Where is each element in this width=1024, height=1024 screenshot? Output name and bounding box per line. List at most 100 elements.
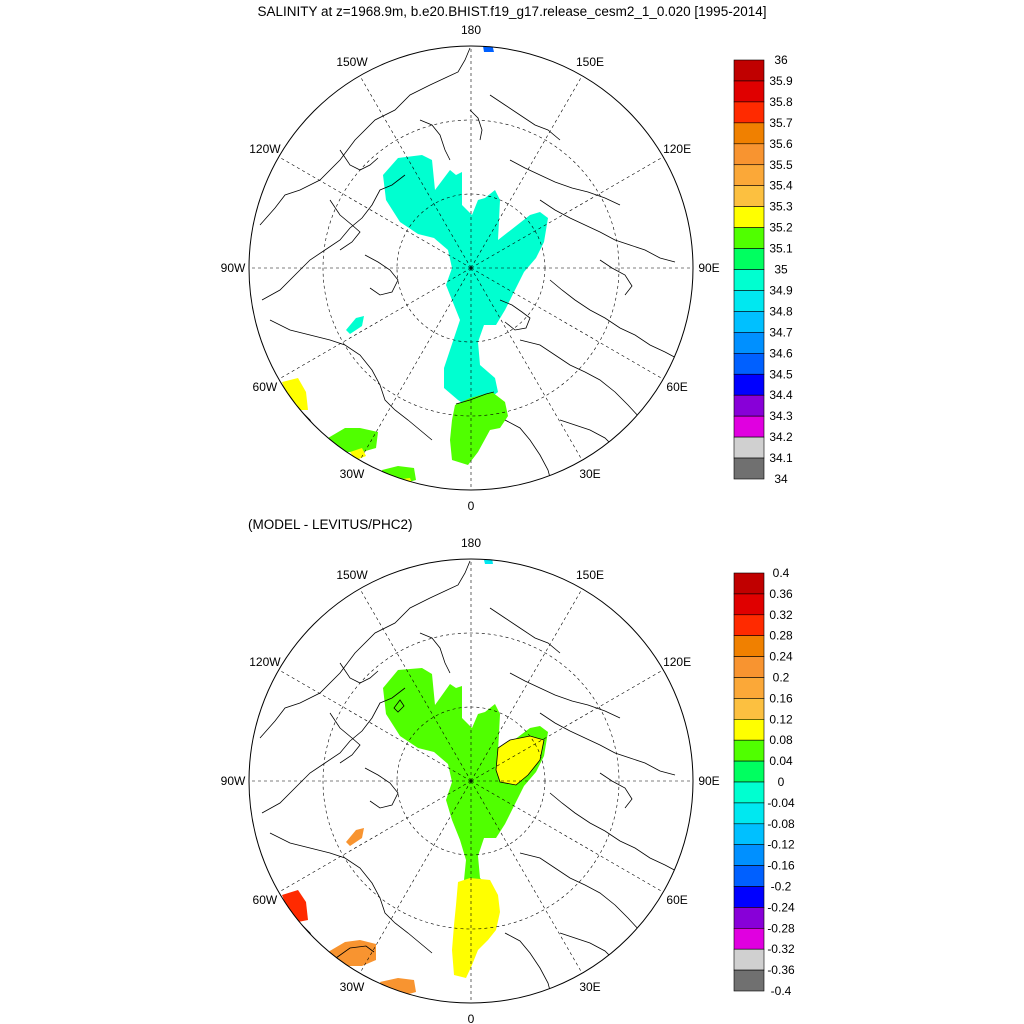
bot-colorbar-swatch bbox=[733, 844, 765, 866]
longitude-labels-top: 180 150E 120E 90E 60E 30E 0 30W 60W 90W 120W 150W bbox=[221, 23, 720, 513]
bot-colorbar-tick-label: 0.12 bbox=[769, 712, 793, 726]
top-colorbar-tick-label: 35.4 bbox=[769, 179, 793, 193]
bot-colorbar-swatch bbox=[733, 781, 765, 804]
bot-colorbar-swatch bbox=[733, 677, 765, 699]
top-colorbar-swatch bbox=[733, 352, 765, 375]
top-lon-label-0: 0 bbox=[468, 499, 475, 513]
bot-colorbar-tick-label: -0.16 bbox=[767, 859, 795, 873]
top-colorbar-swatch bbox=[733, 269, 765, 291]
bot-colorbar-tick-label: -0.32 bbox=[767, 942, 795, 956]
top-colorbar-tick-label: 34.1 bbox=[769, 451, 793, 465]
top-colorbar-swatch bbox=[733, 290, 765, 312]
top-colorbar-tick-label: 35.7 bbox=[769, 116, 793, 130]
bot-colorbar-swatch bbox=[733, 865, 765, 887]
longitude-labels-bottom: 180 150E 120E 90E 60E 30E 0 30W 60W 90W 120W 150W bbox=[221, 536, 720, 1024]
top-colorbar-tick-label: 35.5 bbox=[769, 158, 793, 172]
bot-lon-label-180: 180 bbox=[461, 536, 481, 550]
top-colorbar-tick-label: 34 bbox=[774, 472, 788, 486]
bot-lon-label-30e: 30E bbox=[579, 980, 600, 994]
bot-lon-label-150w: 150W bbox=[336, 568, 368, 582]
graticule-bottom bbox=[249, 559, 693, 1003]
top-colorbar-swatch bbox=[733, 122, 765, 145]
top-colorbar-tick-label: 34.7 bbox=[769, 325, 793, 339]
bot-colorbar-swatch bbox=[733, 823, 765, 845]
bot-colorbar-tick-label: -0.08 bbox=[767, 817, 795, 831]
bot-colorbar-tick-label: 0.24 bbox=[769, 650, 793, 664]
difference-panel-title: (MODEL - LEVITUS/PHC2) bbox=[248, 517, 413, 532]
arctic-basin-fill bbox=[383, 155, 548, 408]
top-colorbar-tick-label: 36 bbox=[774, 53, 788, 67]
norwegian-sea-diff-fill bbox=[452, 878, 500, 978]
top-colorbar-tick-label: 34.8 bbox=[769, 304, 793, 318]
difference-map bbox=[259, 559, 681, 1002]
top-colorbar-swatch bbox=[733, 227, 765, 249]
top-colorbar-tick-label: 35.3 bbox=[769, 200, 793, 214]
top-colorbar-swatch bbox=[733, 457, 765, 480]
top-colorbar-swatch bbox=[733, 415, 765, 438]
colorbar-salinity: 36 35.9 35.8 35.7 35.6 35.5 35.4 35.3 35.2 35.1 35… bbox=[733, 53, 793, 486]
bot-colorbar-tick-label: -0.2 bbox=[771, 880, 792, 894]
chart-title: SALINITY at z=1968.9m, b.e20.BHIST.f19_g… bbox=[257, 4, 767, 19]
bot-lon-label-120w: 120W bbox=[249, 655, 281, 669]
top-colorbar-swatch bbox=[733, 206, 765, 228]
top-colorbar-tick-label: 35.9 bbox=[769, 74, 793, 88]
top-lon-label-180: 180 bbox=[461, 23, 481, 37]
top-lon-label-120w: 120W bbox=[249, 142, 281, 156]
bot-lon-label-150e: 150E bbox=[576, 568, 604, 582]
top-colorbar-swatch bbox=[733, 373, 765, 396]
top-colorbar-swatch bbox=[733, 394, 765, 417]
bot-colorbar-tick-label: 0.04 bbox=[769, 754, 793, 768]
bot-colorbar-swatch bbox=[733, 907, 765, 929]
coastlines-bottom bbox=[259, 560, 681, 1002]
bot-colorbar-tick-label: -0.04 bbox=[767, 796, 795, 810]
bering-diff-fill bbox=[484, 559, 493, 564]
top-colorbar-tick-label: 34.4 bbox=[769, 388, 793, 402]
bot-colorbar-tick-label: -0.12 bbox=[767, 838, 795, 852]
bot-colorbar-tick-label: -0.28 bbox=[767, 921, 795, 935]
baffin-patch-fill bbox=[346, 316, 364, 334]
top-lon-label-120e: 120E bbox=[663, 142, 691, 156]
bot-lon-label-90e: 90E bbox=[698, 774, 719, 788]
top-colorbar-swatch bbox=[733, 143, 765, 166]
top-colorbar-tick-label: 35.2 bbox=[769, 221, 793, 235]
bering-fill bbox=[483, 46, 494, 52]
top-colorbar-tick-label: 34.2 bbox=[769, 430, 793, 444]
bot-lon-label-60e: 60E bbox=[666, 893, 687, 907]
top-colorbar-swatch bbox=[733, 185, 765, 207]
bot-colorbar-tick-label: 0 bbox=[778, 775, 785, 789]
top-colorbar-swatch bbox=[733, 311, 765, 333]
colorbar-difference: 0.4 0.36 0.32 0.28 0.24 0.2 0.16 0.12 0.08 0.04 0 -… bbox=[733, 566, 795, 998]
top-colorbar-tick-label: 34.5 bbox=[769, 367, 793, 381]
bot-colorbar-tick-label: 0.16 bbox=[769, 691, 793, 705]
top-colorbar-tick-label: 35 bbox=[774, 263, 788, 277]
top-lon-label-150e: 150E bbox=[576, 55, 604, 69]
bot-colorbar-swatch bbox=[733, 698, 765, 720]
bot-colorbar-tick-label: 0.36 bbox=[769, 587, 793, 601]
graticule-top bbox=[249, 46, 693, 490]
top-lon-label-30w: 30W bbox=[340, 467, 365, 481]
top-colorbar-swatch bbox=[733, 436, 765, 459]
bot-lon-label-60w: 60W bbox=[253, 893, 278, 907]
top-lon-label-60e: 60E bbox=[666, 380, 687, 394]
bot-colorbar-tick-label: 0.2 bbox=[773, 671, 790, 685]
top-colorbar-tick-label: 34.3 bbox=[769, 409, 793, 423]
norwegian-sea-fill bbox=[450, 392, 508, 465]
bot-colorbar-swatch bbox=[733, 656, 765, 678]
bot-colorbar-swatch bbox=[733, 927, 765, 950]
labrador-fill bbox=[282, 378, 308, 410]
top-lon-label-90e: 90E bbox=[698, 261, 719, 275]
bot-colorbar-tick-label: -0.36 bbox=[767, 963, 795, 977]
top-lon-label-60w: 60W bbox=[253, 380, 278, 394]
bot-lon-label-120e: 120E bbox=[663, 655, 691, 669]
bot-colorbar-tick-label: -0.4 bbox=[771, 984, 792, 998]
map-border-top bbox=[248, 45, 694, 491]
top-colorbar-tick-label: 34.6 bbox=[769, 346, 793, 360]
top-colorbar-swatch bbox=[733, 80, 765, 103]
top-colorbar-swatch bbox=[733, 248, 765, 270]
top-colorbar-swatch bbox=[733, 332, 765, 354]
bot-colorbar-swatch bbox=[733, 593, 765, 616]
bot-colorbar-swatch bbox=[733, 718, 765, 741]
coastlines-top bbox=[259, 47, 681, 489]
outline-contour-top bbox=[455, 391, 495, 405]
